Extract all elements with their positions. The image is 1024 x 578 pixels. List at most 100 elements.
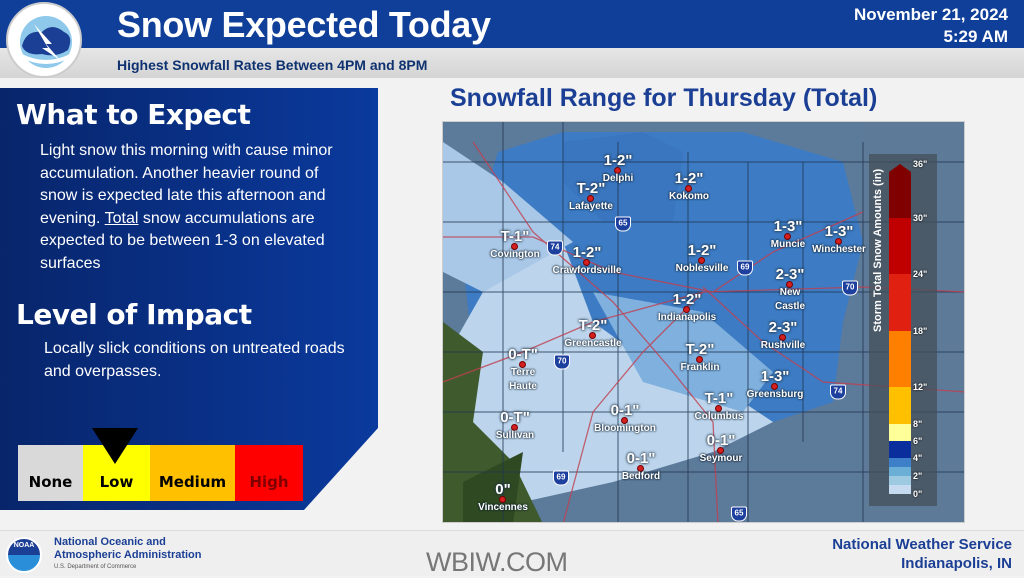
city-name-label: Noblesville	[675, 263, 729, 274]
legend-color-segment	[889, 172, 911, 218]
snow-amount-label: 2-3"	[768, 319, 798, 336]
snow-amount-label: 2-3"	[775, 266, 805, 283]
city-marker-icon	[683, 306, 690, 313]
legend-color-segment	[889, 274, 911, 331]
info-panel	[0, 88, 378, 510]
page-subtitle: Highest Snowfall Rates Between 4PM and 8…	[117, 57, 428, 73]
city-name-label: Lafayette	[569, 201, 613, 212]
snow-amount-label: T-1"	[500, 228, 530, 245]
city-name-label: Muncie	[770, 239, 806, 250]
snow-amount-label: 1-2"	[572, 244, 602, 261]
nws-line-1: National Weather Service	[832, 536, 1012, 553]
city-name-label: Seymour	[699, 453, 743, 464]
interstate-shield-icon: 74	[830, 384, 846, 400]
snow-amount-label: 0-1"	[610, 402, 640, 419]
nws-line-2: Indianapolis, IN	[901, 555, 1012, 572]
what-to-expect-heading: What to Expect	[16, 98, 251, 131]
legend-color-segment	[889, 485, 911, 494]
nws-office: National Weather Service Indianapolis, IN	[832, 535, 1012, 573]
header-bar	[0, 0, 1024, 48]
snowfall-map: 0" 2" 4" 6" 8" 12" 18" 24" 30" 36" 1-2" Delphi 1-2"…	[442, 121, 965, 523]
legend-arrow-icon	[889, 164, 911, 172]
snow-amount-label: 1-2"	[674, 170, 704, 187]
noaa-line-2: Atmospheric Administration	[54, 549, 202, 561]
legend-tick-label: 0"	[913, 489, 923, 499]
legend-color-segment	[889, 467, 911, 476]
nws-logo	[6, 2, 82, 78]
city-marker-icon	[786, 281, 793, 288]
legend-color-segment	[889, 331, 911, 387]
noaa-line-1: National Oceanic and	[54, 536, 166, 548]
selected-level-indicator-icon	[92, 428, 138, 464]
snow-amount-label: 0"	[495, 481, 511, 498]
issue-date: November 21, 2024	[853, 5, 1008, 24]
city-name-label: Terre Haute	[509, 367, 537, 392]
city-marker-icon	[589, 332, 596, 339]
snow-amount-label: T-1"	[704, 390, 734, 407]
city-marker-icon	[696, 356, 703, 363]
watermark: WBIW.COM	[426, 547, 568, 577]
city-name-label: Kokomo	[669, 191, 709, 202]
city-marker-icon	[583, 259, 590, 266]
what-to-expect-text: Light snow this morning with cause minor…	[40, 140, 360, 275]
interstate-shield-icon: 65	[731, 506, 747, 522]
city-name-label: Bloomington	[594, 423, 656, 434]
interstate-shield-icon: 65	[615, 216, 631, 232]
city-marker-icon	[587, 195, 594, 202]
city-name-label: Crawfordsville	[552, 265, 622, 276]
interstate-shield-icon: 69	[553, 470, 569, 486]
city-marker-icon	[835, 238, 842, 245]
expect-text-underlined: Total	[104, 209, 139, 227]
city-marker-icon	[637, 465, 644, 472]
city-marker-icon	[519, 361, 526, 368]
snow-amount-label: 0-T"	[508, 346, 538, 363]
city-marker-icon	[784, 233, 791, 240]
city-name-label: Sullivan	[495, 430, 535, 441]
footer-bar	[0, 530, 1024, 576]
city-name-label: New Castle	[774, 287, 805, 312]
legend-color-segment	[889, 476, 911, 485]
city-marker-icon	[717, 447, 724, 454]
issue-time: 5:29 AM	[943, 27, 1008, 46]
legend-tick-label: 12"	[913, 382, 928, 392]
city-name-label: Vincennes	[478, 502, 528, 513]
noaa-logo: NOAA	[6, 537, 42, 573]
interstate-shield-icon: 74	[547, 240, 563, 256]
snow-amount-label: 0-1"	[626, 450, 656, 467]
city-name-label: Columbus	[694, 411, 744, 422]
interstate-shield-icon: 69	[737, 260, 753, 276]
impact-level-medium: Medium	[150, 445, 235, 501]
snow-amount-label: 1-3"	[760, 368, 790, 385]
legend-tick-label: 24"	[913, 269, 928, 279]
snow-amount-label: 1-3"	[773, 218, 803, 235]
legend-tick-label: 30"	[913, 213, 928, 223]
legend-title: Storm Total Snow Amounts (in)	[872, 168, 884, 332]
noaa-department: U.S. Department of Commerce	[54, 564, 137, 570]
snow-amount-label: T-2"	[685, 341, 715, 358]
legend-color-segment	[889, 441, 911, 458]
expect-text-part: snow accumulations are expected to be be…	[40, 209, 325, 272]
snow-amount-label: T-2"	[578, 317, 608, 334]
city-marker-icon	[715, 405, 722, 412]
city-name-label: Bedford	[621, 471, 661, 482]
city-marker-icon	[779, 334, 786, 341]
city-name-label: Delphi	[602, 173, 634, 184]
city-name-label: Covington	[490, 249, 540, 260]
city-marker-icon	[499, 496, 506, 503]
legend-tick-label: 18"	[913, 326, 928, 336]
city-marker-icon	[698, 257, 705, 264]
snow-amount-label: 1-3"	[824, 223, 854, 240]
city-marker-icon	[621, 417, 628, 424]
city-name-label: Indianapolis	[657, 312, 717, 323]
city-marker-icon	[614, 167, 621, 174]
legend-tick-label: 4"	[913, 453, 923, 463]
city-name-label: Greensburg	[746, 389, 804, 400]
subtitle-bar	[0, 48, 1024, 78]
snow-amount-label: 1-2"	[603, 152, 633, 169]
legend-tick-label: 36"	[913, 159, 928, 169]
snow-amount-label: T-2"	[576, 180, 606, 197]
city-marker-icon	[511, 243, 518, 250]
city-name-label: Winchester	[812, 244, 866, 255]
legend-tick-label: 6"	[913, 436, 923, 446]
snow-amount-label: 1-2"	[672, 291, 702, 308]
